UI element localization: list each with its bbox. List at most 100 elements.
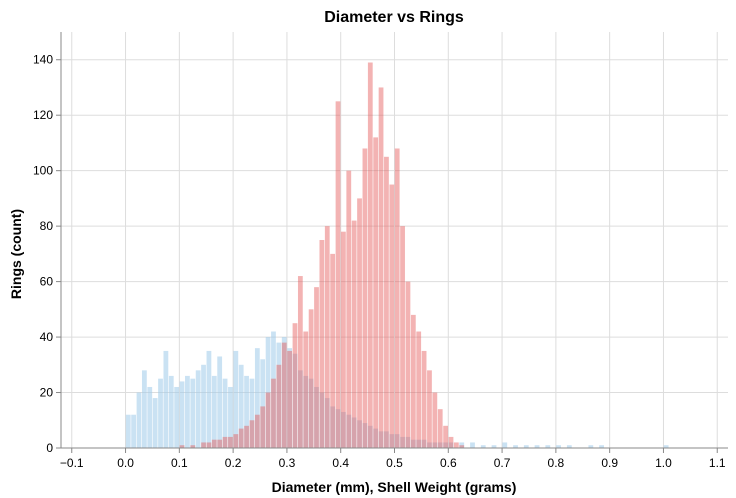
series-1-bar bbox=[389, 184, 395, 449]
x-tick-label: 0.6 bbox=[440, 456, 457, 470]
series-1-bar bbox=[432, 392, 438, 448]
series-0-bar bbox=[588, 445, 594, 448]
series-0-bar bbox=[432, 442, 438, 448]
series-0-bar bbox=[281, 337, 287, 448]
series-1-bar bbox=[228, 436, 233, 448]
series-0-bar bbox=[556, 445, 561, 448]
series-0-bar bbox=[228, 386, 233, 448]
y-tick-label: 140 bbox=[33, 53, 53, 67]
series-1-bar bbox=[421, 350, 427, 448]
series-1-bar bbox=[341, 231, 346, 448]
series-0-bar bbox=[470, 442, 475, 448]
series-1-bar bbox=[427, 370, 432, 448]
series-0-bar bbox=[136, 392, 142, 448]
series-0-bar bbox=[443, 442, 448, 448]
series-1-bar bbox=[190, 445, 196, 448]
series-1-bar bbox=[394, 148, 400, 449]
series-0-bar bbox=[217, 356, 223, 448]
y-axis-title: Rings (count) bbox=[8, 209, 24, 299]
y-tick-label: 80 bbox=[40, 219, 54, 233]
x-tick-label: 0.5 bbox=[386, 456, 403, 470]
series-1-bar bbox=[249, 420, 255, 448]
series-1-bar bbox=[206, 442, 212, 448]
series-1-bar bbox=[373, 137, 379, 449]
series-0-bar bbox=[437, 442, 443, 448]
series-0-bar bbox=[351, 417, 357, 448]
x-tick-label: 0.8 bbox=[548, 456, 565, 470]
series-0-bar bbox=[179, 381, 185, 448]
series-1-bar bbox=[400, 226, 405, 448]
series-1-bar bbox=[222, 436, 228, 448]
series-0-bar bbox=[384, 431, 389, 448]
series-1-bar bbox=[453, 442, 459, 448]
series-0-bar bbox=[276, 342, 282, 448]
x-tick-label: 1.1 bbox=[709, 456, 726, 470]
series-1-bar bbox=[271, 378, 276, 448]
series-0-bar bbox=[308, 378, 314, 448]
series-0-bar bbox=[405, 436, 411, 448]
series-0-bar bbox=[292, 353, 298, 448]
chart-title: Diameter vs Rings bbox=[324, 9, 464, 26]
series-0-bar bbox=[346, 414, 352, 448]
series-1-bar bbox=[260, 406, 266, 448]
series-0-bar bbox=[297, 370, 303, 448]
series-1-bar bbox=[330, 253, 336, 448]
series-1-bar bbox=[265, 392, 271, 448]
series-0-bar bbox=[324, 398, 330, 448]
series-1-bars bbox=[179, 62, 465, 449]
series-0-bar bbox=[480, 445, 486, 448]
series-1-bar bbox=[346, 170, 352, 448]
series-0-bar bbox=[303, 375, 309, 448]
series-0-bar bbox=[141, 370, 147, 448]
series-0-bar bbox=[523, 445, 529, 448]
y-tick-label: 60 bbox=[40, 275, 54, 289]
series-1-bar bbox=[179, 445, 185, 448]
series-1-bar bbox=[303, 331, 309, 448]
series-1-bar bbox=[448, 436, 454, 448]
x-tick-label: 0.9 bbox=[601, 456, 618, 470]
x-tick-label: 0.2 bbox=[225, 456, 242, 470]
series-1-bar bbox=[410, 314, 416, 448]
series-1-bar bbox=[233, 434, 239, 448]
series-1-bar bbox=[211, 439, 217, 448]
series-0-bar bbox=[378, 431, 384, 448]
series-0-bar bbox=[545, 445, 551, 448]
series-0-bar bbox=[357, 420, 362, 448]
x-tick-label: −0.1 bbox=[60, 456, 84, 470]
x-tick-label: 1.0 bbox=[655, 456, 672, 470]
bars bbox=[125, 62, 669, 449]
y-tick-label: 20 bbox=[40, 386, 54, 400]
series-0-bar bbox=[394, 434, 400, 448]
series-0-bar bbox=[330, 406, 336, 448]
series-0-bar bbox=[491, 445, 497, 448]
series-0-bar bbox=[168, 375, 174, 448]
series-0-bar bbox=[211, 375, 217, 448]
series-1-bar bbox=[357, 198, 362, 448]
series-1-bar bbox=[384, 156, 389, 449]
series-1-bar bbox=[308, 309, 314, 448]
series-0-bar bbox=[249, 378, 255, 448]
series-1-bar bbox=[335, 101, 341, 448]
x-tick-label: 0.0 bbox=[117, 456, 134, 470]
series-0-bar bbox=[125, 414, 131, 448]
y-tick-label: 40 bbox=[40, 330, 54, 344]
series-0-bar bbox=[163, 350, 169, 448]
series-0-bar bbox=[314, 386, 319, 448]
series-0-bar bbox=[427, 442, 432, 448]
series-1-bar bbox=[254, 414, 260, 448]
series-0-bar bbox=[599, 445, 604, 448]
series-0-bar bbox=[502, 442, 508, 448]
series-0-bar bbox=[319, 392, 325, 448]
series-0-bar bbox=[222, 378, 228, 448]
series-1-bar bbox=[201, 442, 206, 448]
series-0-bar bbox=[459, 442, 465, 448]
series-1-bar bbox=[416, 331, 422, 448]
series-0-bar bbox=[201, 364, 206, 448]
series-1-bar bbox=[443, 425, 448, 448]
axes: −0.1 0.0 0.1 0.2 0.3 0.4 0.5 0.6 0.7 0.8 0.9 1.0 1.1… bbox=[33, 32, 728, 470]
series-1-bar bbox=[319, 240, 325, 448]
series-1-bar bbox=[367, 62, 373, 449]
series-0-bar bbox=[416, 439, 422, 448]
series-0-bar bbox=[131, 414, 137, 448]
